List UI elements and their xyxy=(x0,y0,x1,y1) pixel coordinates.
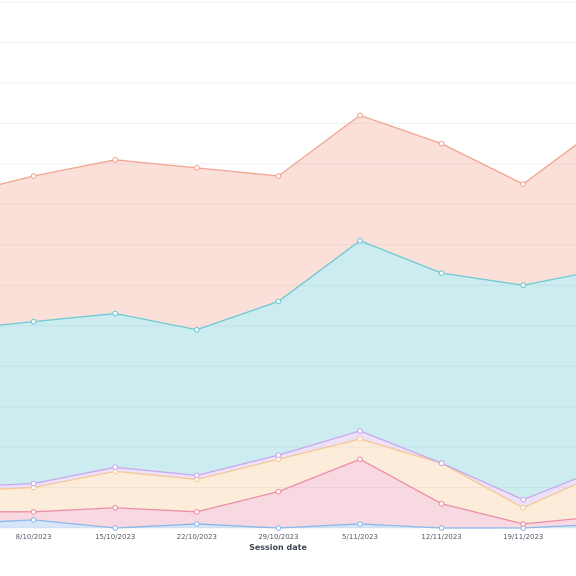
data-point[interactable] xyxy=(112,525,119,531)
data-point[interactable] xyxy=(193,326,200,333)
area-series-5 xyxy=(0,240,576,500)
data-point[interactable] xyxy=(357,112,363,119)
grid-lines xyxy=(0,1,576,529)
data-point[interactable] xyxy=(438,460,445,467)
x-axis-title: Session date xyxy=(249,543,307,552)
data-point[interactable] xyxy=(520,282,527,289)
data-point[interactable] xyxy=(275,488,282,495)
data-point[interactable] xyxy=(193,521,200,527)
data-point[interactable] xyxy=(520,181,527,187)
x-tick-label: 8/10/2023 xyxy=(16,533,52,541)
x-tick-label: 29/10/2023 xyxy=(258,533,298,541)
data-point[interactable] xyxy=(30,517,37,523)
data-point[interactable] xyxy=(438,500,445,507)
data-point[interactable] xyxy=(438,270,445,276)
area-series-1 xyxy=(0,519,576,528)
data-point[interactable] xyxy=(275,525,282,531)
area-series-6 xyxy=(0,115,576,330)
area-series-2 xyxy=(0,459,576,528)
data-point[interactable] xyxy=(275,173,282,179)
data-point[interactable] xyxy=(193,165,200,171)
x-tick-label: 12/11/2023 xyxy=(421,533,461,541)
data-point[interactable] xyxy=(357,428,363,434)
data-point[interactable] xyxy=(30,173,37,179)
data-point[interactable] xyxy=(193,508,200,515)
x-tick-label: 19/11/2023 xyxy=(503,533,543,541)
x-tick-label: 15/10/2023 xyxy=(95,533,135,541)
data-point[interactable] xyxy=(112,504,119,511)
data-point[interactable] xyxy=(438,525,445,531)
data-point[interactable] xyxy=(357,456,363,463)
data-point[interactable] xyxy=(112,156,119,163)
data-point[interactable] xyxy=(275,298,282,305)
area-series xyxy=(0,115,576,528)
data-point[interactable] xyxy=(112,464,119,471)
x-tick-label: 5/11/2023 xyxy=(342,533,378,541)
data-point[interactable] xyxy=(357,237,363,244)
data-point[interactable] xyxy=(275,452,282,459)
data-point[interactable] xyxy=(30,318,37,325)
data-point[interactable] xyxy=(520,504,527,511)
data-point[interactable] xyxy=(357,436,363,442)
x-axis-ticks: 8/10/2023 15/10/2023 22/10/2023 29/10/2023 5… xyxy=(16,533,544,541)
x-tick-label: 22/10/2023 xyxy=(177,533,217,541)
data-point[interactable] xyxy=(193,472,200,479)
data-point[interactable] xyxy=(30,508,37,515)
area-series-3 xyxy=(0,438,576,524)
data-point[interactable] xyxy=(357,521,363,527)
data-point[interactable] xyxy=(30,480,37,487)
data-point[interactable] xyxy=(112,310,119,317)
data-point[interactable] xyxy=(520,521,527,527)
data-point[interactable] xyxy=(438,140,445,147)
data-points xyxy=(30,112,527,531)
data-point[interactable] xyxy=(520,496,527,503)
